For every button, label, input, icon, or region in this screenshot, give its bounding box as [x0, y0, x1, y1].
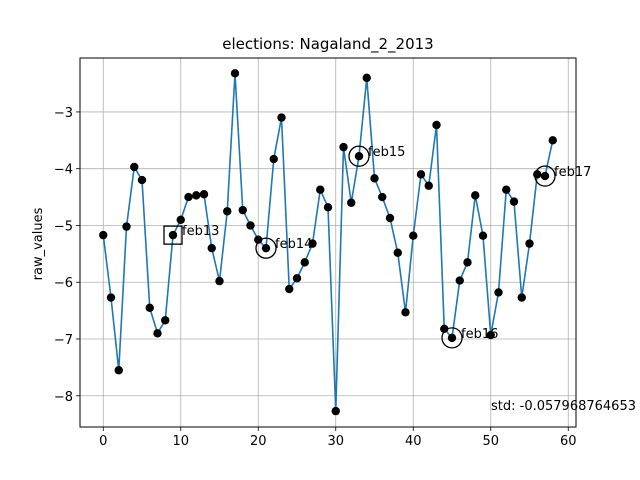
data-point — [176, 215, 185, 224]
x-tick-label: 60 — [560, 434, 577, 449]
data-point — [370, 174, 379, 183]
data-point — [323, 203, 333, 212]
data-point — [122, 222, 131, 231]
annotation-label: feb15 — [368, 145, 405, 160]
data-point — [517, 293, 526, 302]
data-point — [168, 230, 178, 240]
data-point — [292, 274, 302, 283]
data-point — [401, 308, 410, 317]
annotation-circle-marker — [441, 327, 463, 349]
data-point — [137, 175, 147, 185]
data-point — [223, 207, 232, 216]
data-point — [354, 152, 364, 161]
y-tick-label: −7 — [54, 333, 73, 348]
data-point — [548, 136, 557, 145]
y-axis-label: raw_values — [31, 207, 46, 280]
series-group — [99, 69, 557, 416]
data-point — [184, 192, 193, 202]
data-point — [161, 316, 170, 325]
data-point — [331, 406, 340, 416]
x-tick-label: 50 — [482, 434, 499, 449]
data-point — [533, 170, 542, 179]
data-point — [502, 185, 511, 194]
y-tick-label: −5 — [54, 219, 73, 234]
x-tick-label: 20 — [250, 434, 267, 449]
x-tick-label: 10 — [172, 434, 189, 449]
y-tick-label: −4 — [54, 163, 73, 178]
data-point — [316, 185, 325, 194]
data-point — [254, 235, 263, 244]
x-axis: 0 10 20 30 40 50 60 — [99, 427, 577, 449]
y-tick-label: −8 — [54, 390, 73, 405]
data-point — [114, 366, 123, 375]
data-point — [378, 192, 387, 202]
data-point — [455, 276, 464, 285]
y-tick-label: −3 — [54, 106, 73, 121]
data-point — [525, 239, 534, 248]
data-point — [393, 248, 402, 257]
data-point — [261, 243, 271, 253]
annotation-square-marker — [163, 225, 183, 245]
data-point — [308, 239, 317, 248]
data-point — [385, 213, 395, 223]
annotation-label: feb17 — [554, 165, 591, 180]
data-point — [447, 333, 457, 343]
data-point — [409, 231, 418, 240]
annotation-label: feb13 — [182, 224, 219, 239]
y-tick-label: −6 — [54, 276, 73, 291]
std-annotation: std: -0.057968764653 — [491, 399, 636, 414]
data-point — [106, 293, 116, 302]
annotation-circle-marker — [348, 145, 370, 167]
data-point — [478, 231, 488, 240]
data-point — [246, 221, 255, 230]
plot-frame — [79, 57, 577, 428]
data-point — [145, 303, 154, 312]
annotation-label: feb16 — [461, 327, 498, 342]
data-point — [347, 198, 356, 207]
data-point — [207, 243, 216, 253]
data-point — [285, 284, 294, 294]
data-point — [99, 230, 108, 240]
data-point — [486, 330, 495, 340]
data-point — [432, 120, 441, 130]
annotation-circle-marker — [534, 165, 556, 187]
annotation-label: feb14 — [275, 237, 312, 252]
data-point — [424, 181, 433, 190]
data-point — [192, 191, 201, 200]
data-point — [509, 197, 519, 206]
x-tick-label: 0 — [99, 434, 107, 449]
annotation-circle-marker — [255, 237, 277, 259]
data-point — [130, 162, 139, 172]
data-point — [471, 191, 480, 200]
data-point — [494, 288, 503, 297]
data-point — [362, 73, 371, 83]
chart-title: elections: Nagaland_2_2013 — [222, 35, 433, 54]
data-point — [215, 276, 224, 286]
data-point — [269, 154, 278, 164]
data-point — [339, 142, 348, 152]
data-point — [153, 329, 162, 338]
data-point — [238, 205, 247, 215]
data-point — [440, 324, 449, 333]
data-point — [277, 113, 286, 122]
x-tick-label: 40 — [405, 434, 422, 449]
x-tick-label: 30 — [327, 434, 344, 449]
data-point — [416, 170, 426, 179]
data-point — [463, 258, 472, 267]
data-point — [300, 258, 309, 267]
data-point — [230, 69, 240, 78]
data-point — [540, 171, 550, 181]
annotations-group: feb13 feb14 feb15 feb16 feb17 — [163, 145, 591, 349]
y-axis: −8 −7 −6 −5 −4 −3 — [54, 106, 80, 405]
data-point — [199, 190, 209, 199]
